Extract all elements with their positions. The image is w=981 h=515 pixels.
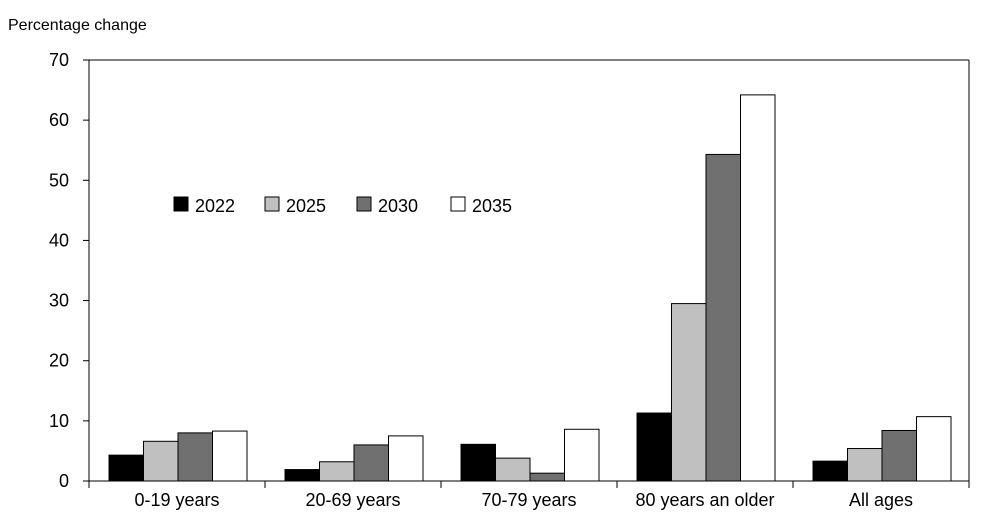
y-tick-label-10: 10: [49, 411, 69, 431]
y-axis-label: Percentage change: [8, 17, 147, 34]
x-category-label-2: 70-79 years: [481, 490, 576, 510]
legend-swatch-2025: [264, 196, 280, 212]
legend-label-2030: 2030: [378, 196, 418, 216]
x-category-label-4: All ages: [849, 490, 913, 510]
y-tick-label-20: 20: [49, 351, 69, 371]
bars-group: [108, 94, 952, 482]
bar-2025-0: [143, 440, 179, 482]
legend-label-2025: 2025: [286, 196, 326, 216]
y-tick-label-60: 60: [49, 110, 69, 130]
bar-2022-3: [636, 412, 672, 482]
y-tick-label-0: 0: [59, 471, 69, 491]
bar-2035-0: [212, 430, 248, 482]
x-category-label-3: 80 years an older: [635, 490, 774, 510]
bar-2030-2: [529, 472, 565, 482]
legend-swatch-2030: [356, 196, 372, 212]
bar-2035-1: [388, 435, 424, 482]
legend-swatch-2022: [173, 196, 189, 212]
bar-2035-3: [740, 94, 776, 482]
bar-2025-4: [847, 448, 883, 482]
bar-2030-4: [881, 429, 917, 482]
y-tick-label-50: 50: [49, 170, 69, 190]
bar-2025-3: [671, 303, 707, 482]
bar-2035-2: [564, 428, 600, 482]
bar-2030-0: [177, 432, 213, 482]
bar-2025-1: [319, 461, 355, 482]
bar-2022-0: [108, 454, 144, 482]
bar-2030-3: [705, 153, 741, 482]
x-category-label-0: 0-19 years: [134, 490, 219, 510]
legend-label-2035: 2035: [472, 196, 512, 216]
x-category-label-1: 20-69 years: [305, 490, 400, 510]
bar-2022-2: [460, 443, 496, 482]
legend-label-2022: 2022: [195, 196, 235, 216]
legend: 2022 2025 2030 2035: [173, 196, 512, 216]
y-tick-label-70: 70: [49, 50, 69, 70]
bar-2022-1: [284, 469, 320, 482]
bar-2022-4: [812, 460, 848, 482]
y-tick-label-30: 30: [49, 291, 69, 311]
bar-2030-1: [353, 444, 389, 482]
y-tick-label-40: 40: [49, 230, 69, 250]
bar-2035-4: [916, 416, 952, 482]
bar-2025-2: [495, 457, 531, 482]
legend-swatch-2035: [450, 196, 466, 212]
